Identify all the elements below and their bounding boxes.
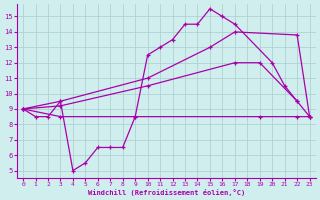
X-axis label: Windchill (Refroidissement éolien,°C): Windchill (Refroidissement éolien,°C) [88,189,245,196]
